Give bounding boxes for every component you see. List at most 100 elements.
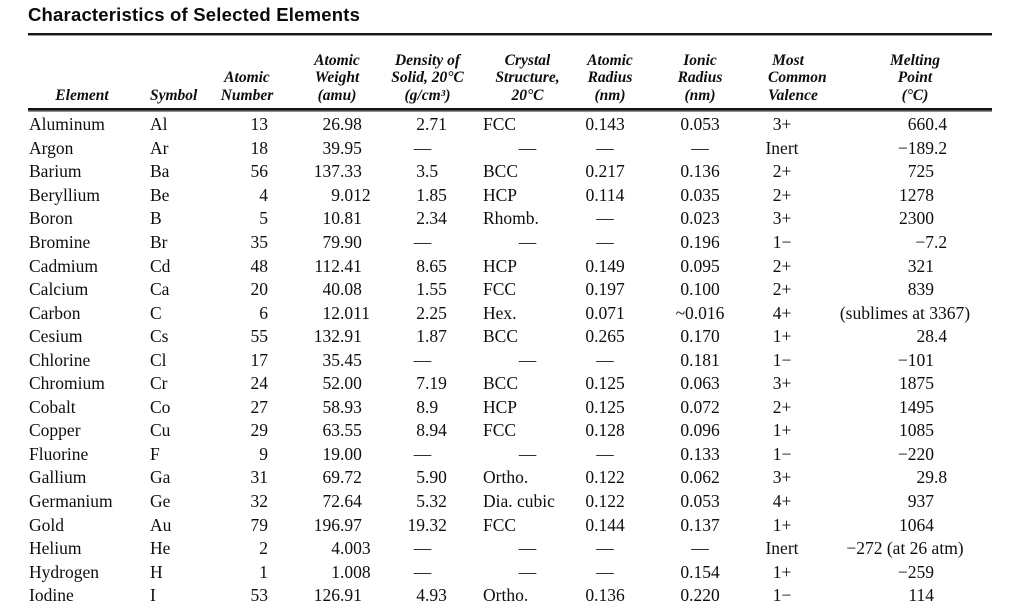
cell-atomic-number: 79 — [250, 514, 269, 535]
cell-element: Fluorine — [29, 443, 89, 464]
table-header: Element Symbol Atomic Number Atomic Weight (am… — [28, 40, 992, 106]
cell-ionic-radius: 0.062 — [680, 467, 720, 488]
cell-atomic-number: 27 — [250, 396, 269, 417]
cell-density: 7.19 — [416, 373, 447, 394]
cell-atomic-radius: — — [596, 443, 614, 464]
cell-crystal-structure: HCP — [483, 255, 518, 276]
cell-valence: 1+ — [772, 326, 792, 347]
cell-crystal-structure: Dia. cubic — [483, 491, 555, 512]
header-crystal-structure: Crystal Structure, 20°C — [495, 51, 560, 104]
table-row: Chlorine Cl 17 35.45 — — — 0.181 1− −101 — [28, 348, 992, 372]
cell-valence: 1− — [772, 349, 792, 370]
cell-ionic-radius: 0.023 — [680, 208, 720, 229]
cell-atomic-weight: 58.93 — [322, 396, 362, 417]
cell-crystal-structure: — — [518, 232, 537, 252]
cell-crystal-structure: FCC — [483, 114, 517, 135]
cell-atomic-radius: — — [596, 208, 614, 229]
cell-crystal-structure: Ortho. — [483, 585, 529, 606]
cell-atomic-radius: 0.136 — [585, 585, 625, 606]
cell-density: 1.87 — [416, 326, 447, 347]
table-row: Gallium Ga 31 69.72 5.90 Ortho. 0.122 0.062 3+ 29… — [28, 466, 992, 490]
cell-melting-point: 1064 — [899, 514, 934, 535]
cell-atomic-weight: 63.55 — [322, 420, 362, 441]
table-row: Calcium Ca 20 40.08 1.55 FCC 0.197 0.100 2+ 839 — [28, 278, 992, 302]
cell-melting-point: 1875 — [899, 373, 934, 394]
cell-atomic-number: 32 — [250, 491, 269, 512]
cell-ionic-radius: 0.035 — [680, 184, 720, 205]
cell-atomic-radius: 0.144 — [585, 514, 625, 535]
cell-atomic-number: 2 — [259, 538, 268, 559]
cell-element: Gallium — [29, 467, 87, 488]
cell-crystal-structure: — — [518, 349, 537, 370]
cell-melting-point: 29.8 — [916, 467, 948, 488]
cell-melting-point: 660.4 — [907, 114, 948, 135]
table-row: Fluorine F 9 19.00 — — — 0.133 1− −220 — [28, 443, 992, 467]
cell-element: Cesium — [29, 326, 83, 347]
cell-symbol: Ba — [150, 161, 170, 182]
cell-symbol: Ga — [150, 467, 171, 488]
cell-valence: 4+ — [772, 491, 792, 512]
cell-symbol: C — [150, 302, 162, 323]
cell-element: Iodine — [29, 585, 74, 606]
cell-crystal-structure: BCC — [483, 161, 519, 182]
cell-symbol: H — [150, 561, 163, 582]
cell-atomic-number: 9 — [259, 443, 268, 464]
cell-melting-point: 725 — [907, 161, 934, 182]
cell-symbol: Cu — [150, 420, 171, 441]
cell-valence: 3+ — [772, 208, 792, 229]
header-atomic-number: Atomic Number — [220, 69, 274, 104]
cell-melting-point: −101 — [897, 349, 934, 370]
cell-valence: 1− — [772, 232, 792, 252]
cell-crystal-structure: Rhomb. — [483, 208, 539, 229]
cell-element: Chlorine — [29, 349, 91, 370]
cell-crystal-structure: FCC — [483, 420, 517, 441]
header-atomic-weight: Atomic Weight (amu) — [314, 51, 360, 104]
cell-crystal-structure: HCP — [483, 396, 518, 417]
cell-atomic-radius: 0.125 — [585, 396, 625, 417]
cell-atomic-number: 13 — [250, 114, 269, 135]
cell-density: 8.65 — [416, 255, 447, 276]
cell-atomic-weight: 4.003 — [331, 538, 371, 559]
table-row: Hydrogen H 1 1.008 — — — 0.154 1+ −259 — [28, 560, 992, 584]
cell-atomic-number: 6 — [259, 302, 268, 323]
cell-atomic-number: 18 — [250, 137, 269, 158]
cell-atomic-weight: 10.81 — [322, 208, 362, 229]
cell-element: Bromine — [29, 232, 91, 252]
header-melting-point: Melting Point (°C) — [890, 51, 940, 104]
cell-density: 5.90 — [416, 467, 447, 488]
cell-ionic-radius: 0.220 — [680, 585, 720, 606]
cell-atomic-number: 31 — [250, 467, 269, 488]
cell-crystal-structure: — — [518, 443, 537, 464]
table-row: Iodine I 53 126.91 4.93 Ortho. 0.136 0.220 1− 114 — [28, 584, 992, 608]
cell-atomic-weight: 9.012 — [331, 184, 371, 205]
header-atomic-radius: Atomic Radius (nm) — [587, 51, 633, 104]
cell-valence: 3+ — [772, 373, 792, 394]
cell-atomic-radius: 0.122 — [585, 491, 625, 512]
cell-atomic-weight: 196.97 — [313, 514, 362, 535]
table-row: Barium Ba 56 137.33 3.5 BCC 0.217 0.136 2+ 725 — [28, 160, 992, 184]
cell-atomic-number: 5 — [259, 208, 268, 229]
header-density: Density of Solid, 20°C (g/cm³) — [391, 51, 464, 104]
cell-atomic-radius: 0.149 — [585, 255, 625, 276]
table-row: Aluminum Al 13 26.98 2.71 FCC 0.143 0.053 3+ 660.… — [28, 113, 992, 137]
cell-melting-point: 839 — [907, 279, 934, 300]
cell-atomic-number: 56 — [250, 161, 269, 182]
cell-atomic-number: 17 — [250, 349, 269, 370]
cell-ionic-radius: 0.095 — [680, 255, 720, 276]
cell-melting-point: 937 — [907, 491, 934, 512]
cell-valence: 1+ — [772, 561, 792, 582]
cell-symbol: Br — [150, 232, 168, 252]
cell-atomic-weight: 12.011 — [322, 302, 370, 323]
cell-density: — — [413, 349, 432, 370]
cell-atomic-weight: 137.33 — [313, 161, 362, 182]
cell-density: 5.32 — [416, 491, 447, 512]
cell-valence: 2+ — [772, 279, 792, 300]
cell-ionic-radius: 0.072 — [680, 396, 720, 417]
cell-atomic-number: 1 — [259, 561, 268, 582]
cell-valence: 2+ — [772, 161, 792, 182]
cell-crystal-structure: BCC — [483, 373, 519, 394]
cell-crystal-structure: BCC — [483, 326, 519, 347]
cell-density: 2.34 — [416, 208, 447, 229]
cell-element: Helium — [29, 538, 82, 559]
cell-density: 8.9 — [416, 396, 439, 417]
